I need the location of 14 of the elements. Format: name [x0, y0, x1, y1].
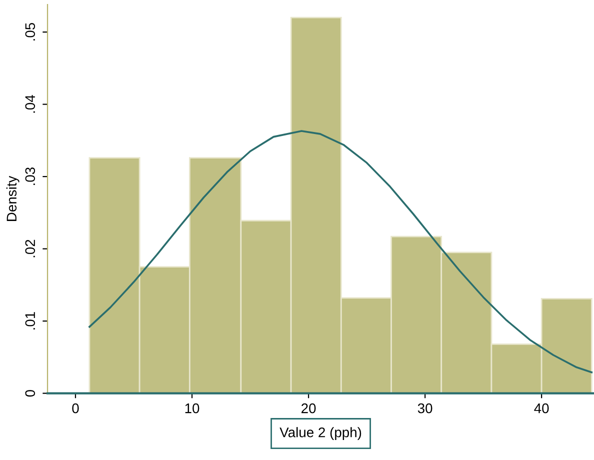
y-tick-label: .02	[25, 240, 36, 258]
x-tick-label: 20	[302, 403, 316, 414]
x-tick-label: 30	[418, 403, 432, 414]
y-tick-label: .03	[25, 168, 36, 185]
y-tick-label: .04	[25, 95, 36, 113]
line-series	[88, 130, 593, 374]
y-axis-title: Density	[6, 176, 20, 221]
y-tick-label: 0	[25, 390, 36, 397]
y-tick-label: .01	[25, 312, 36, 330]
x-tick-label: 10	[185, 403, 200, 414]
x-axis-title: Value 2 (pph)	[280, 427, 362, 440]
y-tick-label: .05	[25, 22, 36, 40]
x-tick-label: 0	[72, 403, 79, 414]
x-tick-label: 40	[534, 403, 549, 414]
